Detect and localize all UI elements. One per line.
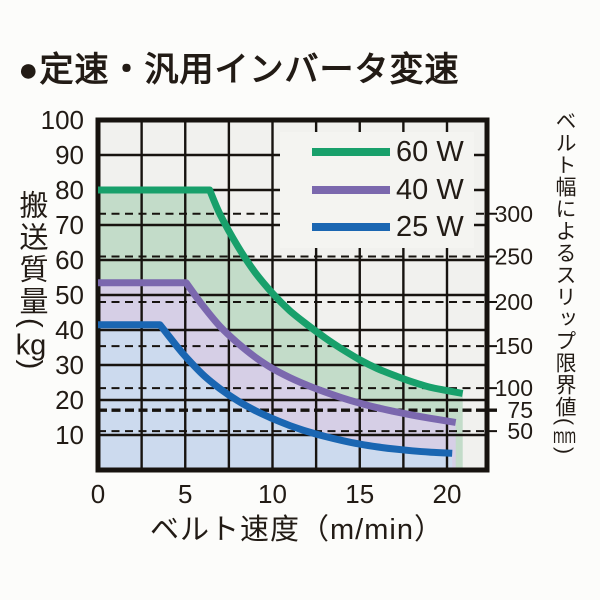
paren-open: ( xyxy=(15,318,47,331)
x-tick-label: 20 xyxy=(433,479,462,509)
y-axis-title-left: 搬送質量(kg) xyxy=(10,190,52,372)
legend-label-25w: 25 W xyxy=(396,211,464,243)
x-tick-label: 0 xyxy=(91,479,105,509)
x-axis-title: ベルト速度（m/min） xyxy=(150,514,444,546)
plot-frame xyxy=(95,117,490,473)
x-tick-label: 5 xyxy=(178,479,192,509)
y-axis-unit-right: mm xyxy=(552,426,577,447)
right-axis-tick-label: 200 xyxy=(495,289,533,315)
y-tick-label: 70 xyxy=(55,210,84,240)
y-tick-label: 90 xyxy=(55,140,84,170)
y-tick-label: 100 xyxy=(41,105,84,135)
right-axis-tick-label: 75 xyxy=(507,397,533,423)
y-tick-label: 60 xyxy=(55,245,84,275)
y-tick-label: 30 xyxy=(55,350,84,380)
paren-open: ( xyxy=(553,418,576,426)
x-tick-label: 15 xyxy=(345,479,374,509)
paren-close: ) xyxy=(15,359,47,373)
legend-label-60w: 60 W xyxy=(396,136,464,168)
right-axis-tick-label: 300 xyxy=(495,201,533,227)
y-axis-title-right-text: ベルト幅によるスリップ限界値 xyxy=(553,110,576,418)
legend-label-40w: 40 W xyxy=(396,174,464,206)
y-axis-title-right: ベルト幅によるスリップ限界値(mm) xyxy=(549,110,579,455)
right-axis-tick-label: 100 xyxy=(495,375,533,401)
curve-60w xyxy=(98,186,464,397)
y-tick-label: 40 xyxy=(55,315,84,345)
paren-close: ) xyxy=(553,447,576,455)
y-tick-label: 20 xyxy=(55,385,84,415)
y-tick-label: 50 xyxy=(55,280,84,310)
figure-title: ●定速・汎用インバータ変速 xyxy=(18,51,460,89)
y-axis-title-left-text: 搬送質量 xyxy=(15,190,47,318)
y-tick-label: 10 xyxy=(55,420,84,450)
curve-40w xyxy=(98,279,457,426)
curve-25w xyxy=(98,321,453,457)
right-axis-tick-label: 250 xyxy=(495,244,533,270)
right-axis-tick-label: 50 xyxy=(507,418,533,444)
y-axis-unit-left: kg xyxy=(15,330,47,360)
x-tick-label: 10 xyxy=(258,479,287,509)
y-tick-label: 80 xyxy=(55,175,84,205)
right-axis-tick-label: 150 xyxy=(495,333,533,359)
